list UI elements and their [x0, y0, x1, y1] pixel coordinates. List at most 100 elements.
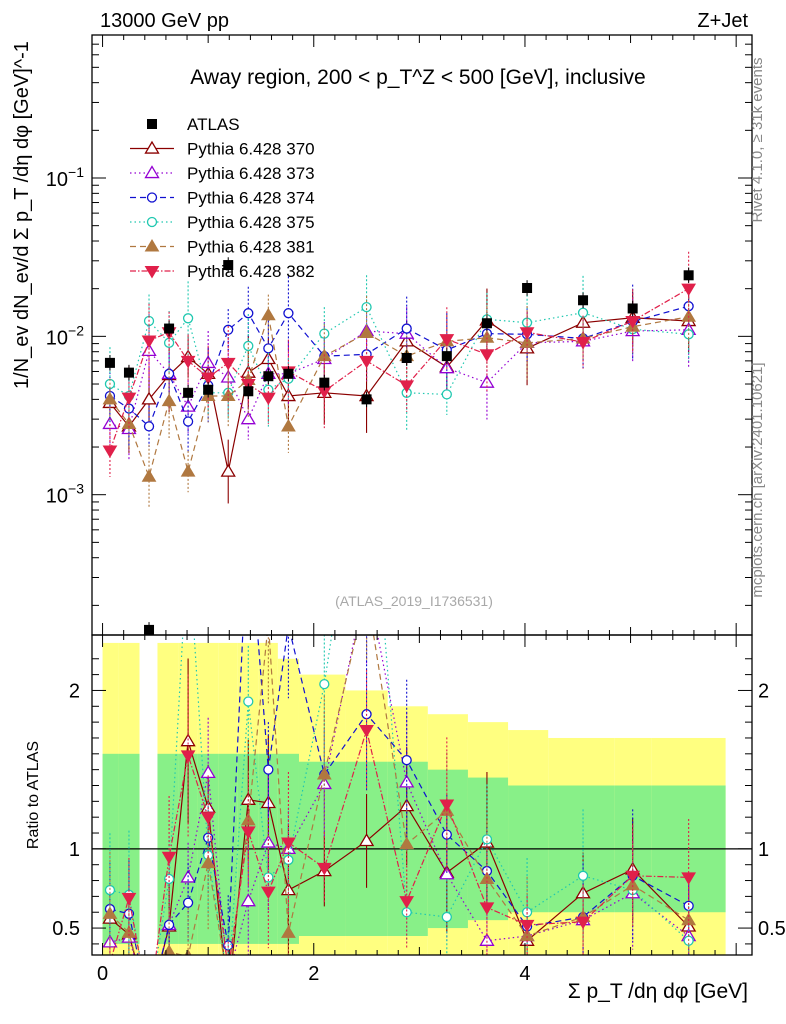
series-382-point [625, 315, 641, 329]
x-tick-label: 2 [308, 963, 319, 985]
y-tick-label-base: 10 [46, 327, 68, 349]
series-374-point [143, 421, 155, 432]
series-382-point [681, 283, 697, 297]
y-tick-label-exp: −3 [68, 481, 84, 497]
atlas-point [401, 352, 412, 363]
legend-marker [144, 265, 160, 279]
series-373-ratio-point [360, 573, 373, 584]
series-381-ratio-point [399, 836, 415, 850]
series-375-ratio-point [441, 911, 452, 923]
series-382-point [359, 355, 374, 369]
series-370-ratio-point [358, 833, 375, 847]
series-370-point [141, 391, 157, 405]
atlas-point [144, 624, 155, 635]
series-382-ratio-point [625, 870, 641, 884]
atlas-point [683, 270, 694, 281]
legend-marker [146, 192, 158, 203]
series-373-ratio-point [200, 765, 216, 779]
ratio-y-tick-label: 2 [69, 680, 80, 702]
legend-marker [146, 216, 158, 228]
series-382-point [575, 337, 591, 350]
side-text-rivet: Rivet 4.1.0, ≥ 31k events [749, 58, 766, 223]
legend-marker [144, 140, 160, 154]
series-382-point [439, 334, 455, 347]
series-382-ratio-point [439, 799, 455, 812]
series-374-point [243, 308, 254, 319]
series-375-ratio-point [243, 696, 254, 707]
atlas-point [627, 303, 638, 314]
series-375-ratio-point [577, 870, 589, 881]
main-panel-data [102, 251, 697, 635]
x-tick-label: 4 [519, 963, 530, 985]
series-375-ratio-point [319, 678, 330, 690]
x-axis-label: Σ p_T /dη dφ [GeV] [568, 980, 748, 1003]
series-373-ratio-point [439, 866, 455, 880]
series-381-line [109, 315, 689, 479]
series-382-ratio-point [575, 916, 591, 930]
series-374-ratio-point [182, 897, 194, 908]
series-370-point [220, 463, 236, 477]
y-tick-label-exp: −1 [68, 164, 84, 180]
atlas-point [123, 367, 134, 378]
atlas-point [104, 357, 115, 368]
x-tick-label: 0 [97, 963, 108, 985]
atlas-point [183, 387, 194, 398]
atlas-point [263, 371, 274, 382]
legend-label: Pythia 6.428 373 [187, 164, 315, 183]
series-381-point [141, 469, 157, 482]
series-375-point [441, 389, 452, 400]
atlas-point [283, 368, 294, 379]
header-left: 13000 GeV pp [100, 10, 229, 32]
series-381-point [281, 418, 296, 432]
legend-marker [144, 239, 160, 252]
series-382-point [102, 445, 118, 459]
series-374-ratio-point [284, 621, 293, 630]
atlas-point [203, 384, 214, 395]
side-text-mcplots: mcplots.cern.ch [arXiv:2401.10621] [749, 362, 766, 597]
atlas-point [243, 386, 254, 397]
series-382-point [200, 372, 216, 385]
series-375-ratio-point [224, 977, 233, 986]
series-373-point [240, 411, 256, 425]
ratio-y-tick-label-right: 1 [758, 839, 769, 861]
series-381-point [260, 307, 276, 321]
series-382-ratio-point [681, 872, 697, 885]
legend-atlas-label: ATLAS [187, 115, 240, 134]
series-374-ratio-point [163, 919, 175, 931]
plot-title: Away region, 200 < p_T^Z < 500 [GeV], in… [190, 66, 645, 89]
legend-label: Pythia 6.428 382 [187, 262, 315, 281]
series-381-ratio-point [102, 906, 118, 919]
y-tick-label-base: 10 [46, 169, 68, 191]
series-374-line [109, 305, 689, 428]
ratio-axis-label: Ratio to ATLAS [25, 741, 42, 849]
legend-label: Pythia 6.428 370 [187, 140, 315, 159]
series-382-ratio-point [240, 826, 256, 839]
series-382-ratio-point [479, 902, 495, 915]
series-375-ratio-point [481, 834, 493, 845]
ratio-panel-data [92, 573, 752, 1004]
series-375-point [361, 301, 372, 313]
series-381-point [180, 464, 196, 477]
series-382-ratio-point [359, 724, 374, 738]
legend-label: Pythia 6.428 374 [187, 189, 315, 208]
series-382-ratio-point [260, 886, 276, 900]
series-382-ratio-point [121, 892, 137, 906]
series-381-ratio-point [262, 616, 275, 627]
series-370-ratio-point [222, 993, 235, 1004]
legend-marker [144, 165, 160, 179]
series-382-ratio-point [222, 965, 235, 976]
series-382-ratio-point [399, 896, 415, 909]
y-tick-label-exp: −2 [68, 322, 84, 338]
ratio-y-tick-label: 0.5 [52, 918, 80, 940]
series-373-ratio-point [222, 971, 235, 982]
series-373-ratio-point [240, 893, 256, 907]
series-375-point [243, 340, 254, 352]
atlas-point [481, 318, 492, 329]
y-tick-label: 10−2 [46, 322, 84, 349]
series-382-point [220, 357, 236, 371]
series-382-ratio-point [281, 837, 296, 851]
series-382-point [180, 355, 196, 369]
series-382-ratio-point [519, 919, 535, 933]
y-tick-label-base: 10 [46, 486, 68, 508]
